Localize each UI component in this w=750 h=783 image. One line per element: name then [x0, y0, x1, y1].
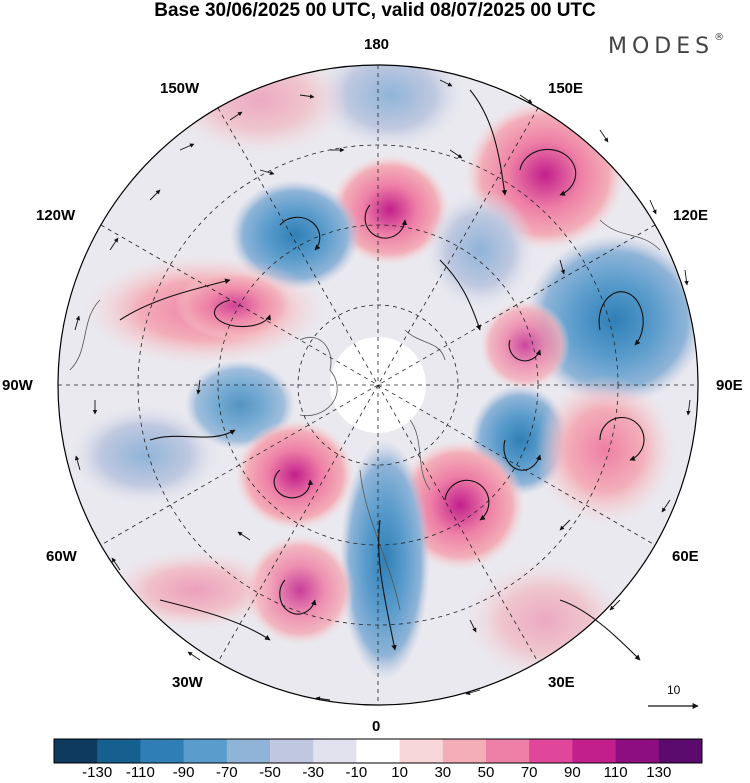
lon-label-150e: 150E — [548, 80, 584, 97]
colorbar-tick-label: -70 — [215, 764, 238, 781]
colorbar-tick-label: -30 — [302, 764, 325, 781]
registered-mark: ® — [714, 32, 725, 43]
colorbar-swatch — [658, 739, 703, 763]
colorbar-swatch — [54, 739, 98, 763]
colorbar-tick-label: -130 — [82, 764, 113, 781]
lon-label-60e: 60E — [672, 548, 699, 565]
colorbar-tick-label: 50 — [477, 764, 495, 781]
colorbar-tick-label: 10 — [391, 764, 408, 781]
colorbar-tick-label: -50 — [259, 764, 281, 781]
colorbar-tick-label: 30 — [434, 764, 452, 781]
anomaly-field — [58, 65, 698, 705]
reference-vector-label: 10 — [667, 683, 681, 697]
colorbar-swatch — [486, 739, 530, 763]
lon-label-90e: 90E — [716, 377, 743, 394]
lon-label-30e: 30E — [548, 674, 575, 691]
colorbar-swatch — [572, 739, 617, 763]
colorbar-swatch — [313, 739, 357, 763]
lon-label-30w: 30W — [172, 674, 203, 691]
map-boundary — [57, 64, 699, 706]
colorbar-swatch — [226, 739, 271, 763]
lon-label-60w: 60W — [46, 548, 77, 565]
lon-label-150w: 150W — [160, 80, 200, 97]
colorbar-swatch — [529, 739, 573, 763]
lon-label-180: 180 — [364, 36, 390, 53]
colorbar-tick-label: 110 — [603, 764, 628, 781]
colorbar — [53, 738, 703, 764]
colorbar-swatch — [140, 739, 185, 763]
colorbar-swatch — [183, 739, 228, 763]
colorbar-swatch — [399, 739, 444, 763]
colorbar-frame — [53, 738, 703, 764]
wind-vectors — [74, 79, 691, 701]
modes-logo: MODES® — [608, 32, 725, 59]
colorbar-swatch — [97, 739, 141, 763]
colorbar-tick-label: 90 — [564, 764, 581, 781]
lon-label-0: 0 — [372, 718, 381, 735]
wind-streamlines — [119, 89, 645, 661]
brand-name: MODES — [608, 34, 715, 59]
lon-label-120w: 120W — [36, 207, 76, 224]
colorbar-swatch — [442, 739, 487, 763]
lon-label-90w: 90W — [2, 377, 33, 394]
colorbar-tick-label: -10 — [345, 764, 368, 781]
graticule — [58, 65, 698, 705]
colorbar-tick-label: 70 — [520, 764, 538, 781]
colorbar-swatch — [356, 739, 401, 763]
colorbar-tick-label: 130 — [646, 764, 672, 781]
lon-label-120e: 120E — [673, 207, 709, 224]
map-title: Base 30/06/2025 00 UTC, valid 08/07/2025… — [154, 0, 596, 21]
colorbar-swatch — [615, 739, 660, 763]
colorbar-tick-label: -110 — [125, 764, 155, 781]
colorbar-tick-label: -90 — [172, 764, 195, 781]
colorbar-swatch — [270, 739, 314, 763]
